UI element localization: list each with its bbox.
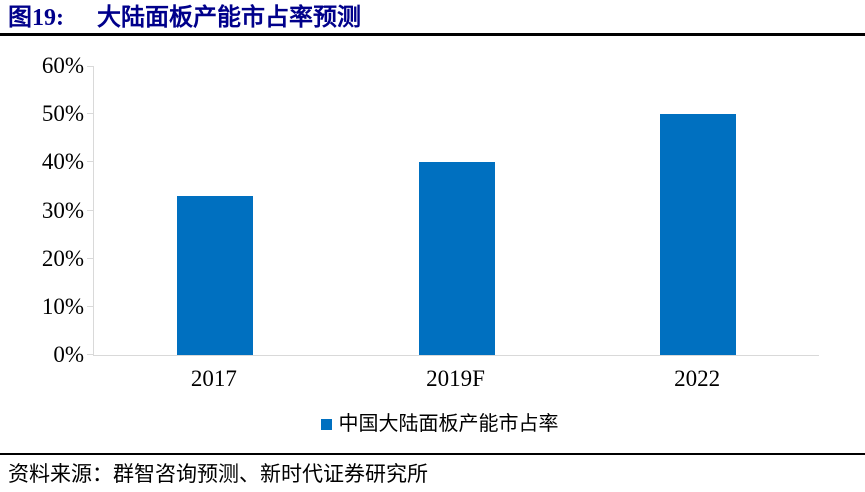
bar-2019F [418,162,495,355]
x-tick-label-2019F: 2019F [426,366,485,391]
legend: 中国大陆面板产能市占率 [77,411,802,437]
x-tick-label-2022: 2022 [674,366,721,391]
figure-title: 大陆面板产能市占率预测 [97,5,361,31]
y-tick-label: 60% [41,53,84,78]
figure-number-label: 图19: [8,5,64,31]
legend-series-label: 中国大陆面板产能市占率 [338,413,559,435]
figure-title-row: 图19: 大陆面板产能市占率预测 [8,4,361,32]
y-axis-tick-labels: 0% 10% 20% 30% 40% 50% 60% [0,53,84,367]
y-tick-label: 0% [53,342,84,367]
y-tick-mark [87,209,94,211]
bar-2022 [660,114,737,355]
plot-area [87,66,819,356]
y-tick-mark [87,354,94,355]
title-divider-rule [0,33,865,36]
y-tick-mark [87,113,94,115]
y-tick-label: 40% [41,149,84,175]
y-tick-label: 20% [41,245,84,271]
y-tick-label: 30% [41,197,84,223]
bar-2017 [176,196,253,355]
x-axis-tick-labels: 2017 2019F 2022 [93,366,818,394]
y-tick-mark [87,257,94,259]
source-note: 资料来源：群智咨询预测、新时代证券研究所 [8,462,428,486]
footer-divider-rule [0,453,865,455]
y-tick-mark [87,305,94,307]
y-tick-label: 10% [41,293,84,319]
y-tick-mark [87,66,94,67]
legend-swatch-square-icon [320,418,332,430]
y-tick-mark [87,161,94,163]
x-tick-label-2017: 2017 [190,366,237,391]
y-tick-label: 50% [41,101,84,127]
